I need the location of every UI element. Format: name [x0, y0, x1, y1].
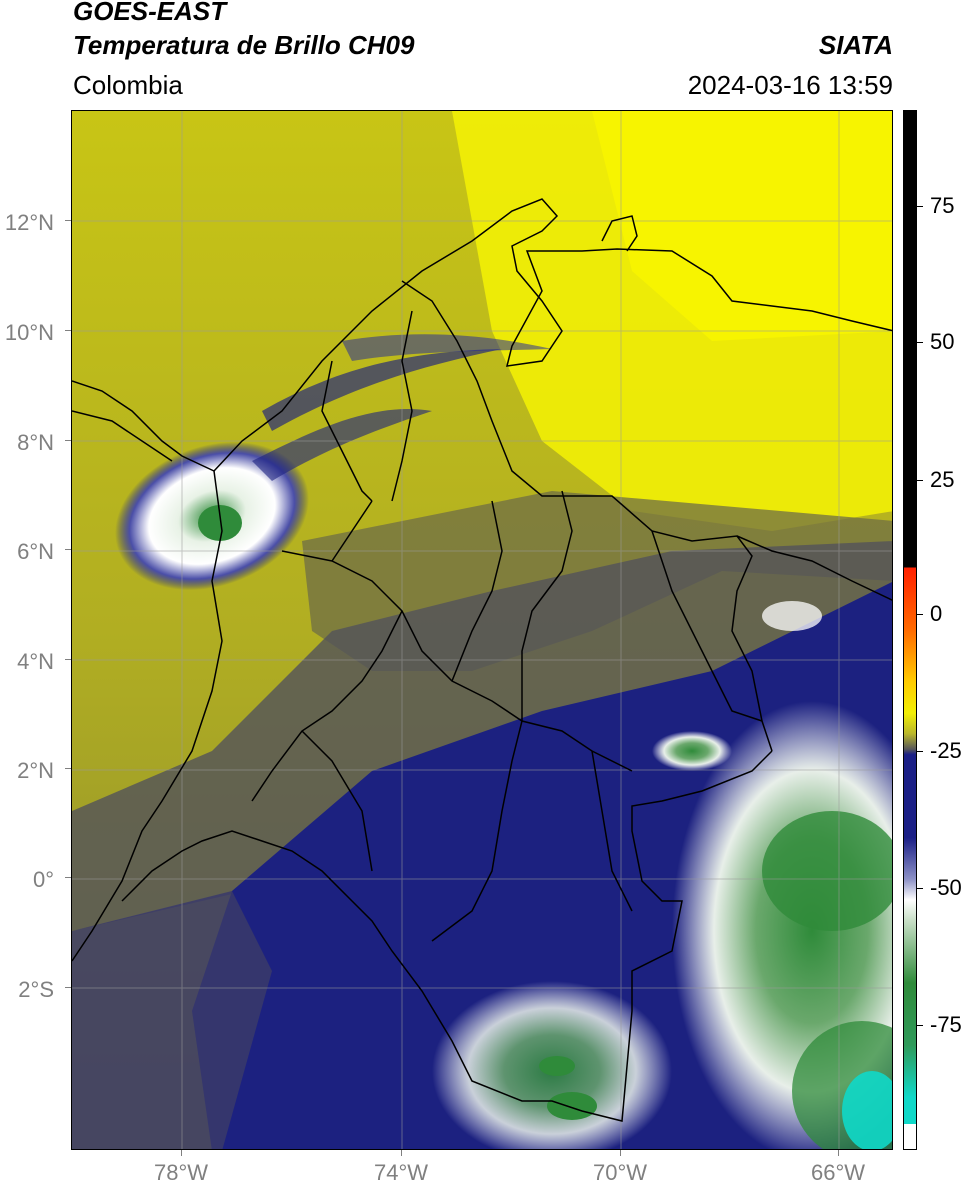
colorbar-label: -25 [930, 738, 962, 763]
lat-label: 2°S [18, 977, 54, 1002]
lat-label: 0° [32, 867, 54, 892]
lat-tick [65, 440, 71, 441]
lat-label: 10°N [4, 320, 54, 345]
lon-label: 74°W [373, 1160, 429, 1185]
colorbar-label: 50 [930, 329, 955, 354]
map-canvas [72, 111, 892, 1149]
colorbar-tick [917, 206, 923, 207]
lat-tick [65, 330, 71, 331]
political-borders [72, 198, 892, 1122]
colorbar-tick [917, 480, 923, 481]
timestamp-label: 2024-03-16 13:59 [687, 70, 893, 100]
lon-tick [181, 1150, 182, 1156]
lat-label: 6°N [17, 539, 54, 564]
satellite-map[interactable] [71, 110, 893, 1150]
lat-label: 8°N [17, 430, 54, 455]
lat-tick [65, 768, 71, 769]
region-label: Colombia [73, 70, 183, 100]
graticule [72, 111, 892, 1149]
colorbar-tick [917, 342, 923, 343]
lon-tick [401, 1150, 402, 1156]
colorbar-tick [917, 614, 923, 615]
colorbar-label: 75 [930, 193, 955, 218]
colorbar-tick [917, 888, 923, 889]
colorbar-tick [917, 751, 923, 752]
colorbar-tick [917, 1025, 923, 1026]
lat-tick [65, 659, 71, 660]
lon-tick [620, 1150, 621, 1156]
satellite-title: GOES-EAST [73, 0, 227, 26]
lat-tick [65, 549, 71, 550]
lat-label: 4°N [17, 649, 54, 674]
lat-tick [65, 987, 71, 988]
colorbar-label: -75 [930, 1012, 962, 1037]
lon-label: 78°W [153, 1160, 209, 1185]
product-title: Temperatura de Brillo CH09 [73, 30, 415, 60]
lon-label: 66°W [810, 1160, 866, 1185]
lat-label: 12°N [4, 210, 54, 235]
lon-tick [838, 1150, 839, 1156]
lat-tick [65, 220, 71, 221]
colorbar [903, 110, 917, 1150]
colorbar-label: 25 [930, 467, 955, 492]
colorbar-label: 0 [930, 601, 943, 626]
lat-tick [65, 877, 71, 878]
colorbar-label: -50 [930, 875, 962, 900]
source-label: SIATA [818, 30, 893, 60]
lon-label: 70°W [592, 1160, 648, 1185]
lat-label: 2°N [17, 758, 54, 783]
